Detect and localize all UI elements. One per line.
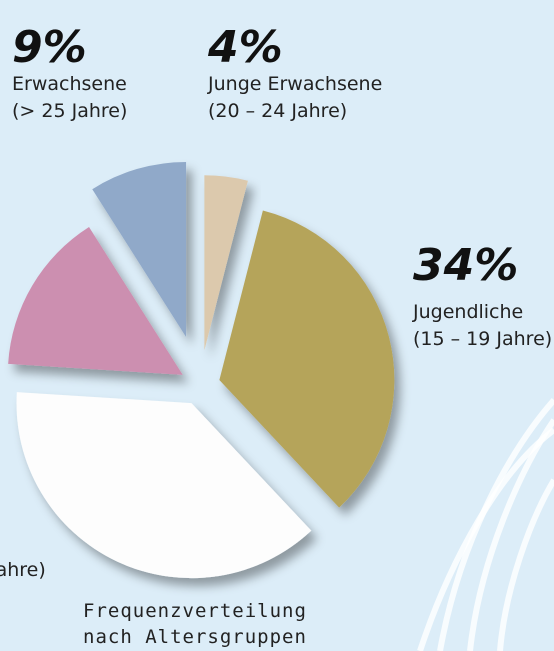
value-label: 4% bbox=[207, 22, 283, 73]
brush-decoration bbox=[420, 400, 554, 651]
category-label: Erwachsene bbox=[12, 73, 127, 95]
caption: nach Altersgruppen bbox=[83, 626, 307, 648]
category-note: (15 – 19 Jahre) bbox=[413, 328, 552, 350]
category-note: (20 – 24 Jahre) bbox=[208, 100, 347, 122]
value-label: 9% bbox=[12, 22, 87, 73]
value-label: 34% bbox=[413, 240, 518, 291]
pie bbox=[8, 162, 394, 578]
category-label: Jugendliche bbox=[412, 301, 523, 323]
caption: Frequenzverteilung bbox=[83, 600, 307, 622]
chart: Frequenzverteilung nach Altersgruppen 4%… bbox=[0, 0, 554, 651]
category-label: Junge Erwachsene bbox=[207, 73, 382, 95]
category-note: Jahre) bbox=[0, 559, 46, 581]
category-note: (> 25 Jahre) bbox=[12, 100, 127, 122]
